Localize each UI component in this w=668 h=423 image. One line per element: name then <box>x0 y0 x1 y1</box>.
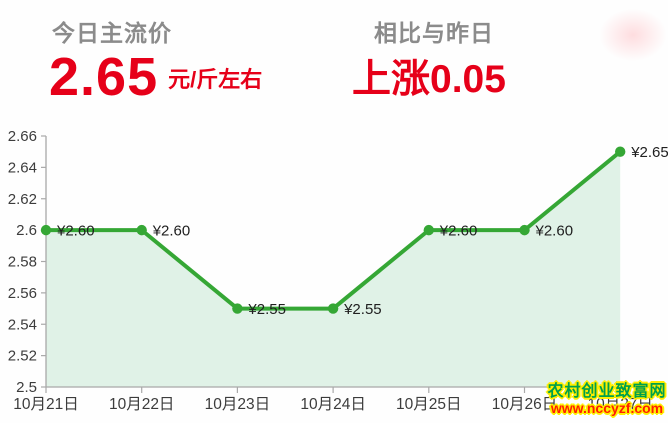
x-axis-tick-label: 10月22日 <box>109 396 174 413</box>
data-point <box>40 224 52 236</box>
today-price-block: 今日主流价 2.65 元/斤左右 <box>49 14 262 107</box>
watermark: 农村创业致富网 www.nccyzf.com <box>544 383 668 416</box>
y-axis-tick-label: 2.58 <box>8 254 37 271</box>
x-axis-tick-label: 10月25日 <box>396 396 461 413</box>
compare-yesterday-block: 相比与昨日 上涨0.05 <box>352 14 506 101</box>
data-point-label: ¥2.65 <box>630 144 668 161</box>
data-point <box>327 303 339 314</box>
data-point <box>232 303 243 314</box>
data-point <box>519 224 530 236</box>
data-point <box>615 146 626 157</box>
y-axis-tick-label: 2.5 <box>16 379 37 396</box>
price-change-value: 上涨0.05 <box>352 58 506 101</box>
data-point-label: ¥2.60 <box>535 223 574 240</box>
price-header: 今日主流价 2.65 元/斤左右 相比与昨日 上涨0.05 <box>0 0 668 115</box>
data-point-label: ¥2.55 <box>247 301 286 318</box>
today-price-row: 2.65 元/斤左右 <box>49 46 369 108</box>
x-axis-tick-label: 10月23日 <box>205 396 270 413</box>
x-axis-tick-label: 10月27日 <box>587 396 652 413</box>
y-axis-tick-label: 2.54 <box>8 316 37 333</box>
y-axis-tick-label: 2.6 <box>16 222 37 239</box>
today-price-label: 今日主流价 <box>52 20 172 46</box>
data-point <box>136 224 147 236</box>
today-price-unit: 元/斤左右 <box>168 67 263 92</box>
watermark-site-name: 农村创业致富网 <box>547 383 667 400</box>
data-point <box>423 224 434 236</box>
data-point-label: ¥2.60 <box>439 223 478 240</box>
x-axis-tick-label: 10月26日 <box>492 396 557 413</box>
y-axis-tick-label: 2.66 <box>8 128 37 145</box>
area-fill <box>46 151 621 387</box>
compare-yesterday-label: 相比与昨日 <box>374 20 494 46</box>
x-axis-tick-label: 10月21日 <box>13 396 78 413</box>
y-axis-tick-label: 2.52 <box>8 348 37 365</box>
x-axis-tick-label: 10月24日 <box>300 396 365 413</box>
data-point-label: ¥2.55 <box>343 301 382 318</box>
y-axis-tick-label: 2.62 <box>8 191 37 208</box>
data-point-label: ¥2.60 <box>56 223 95 240</box>
y-axis-tick-label: 2.64 <box>8 159 37 176</box>
y-axis-tick-label: 2.56 <box>8 285 37 302</box>
watermark-site-url: www.nccyzf.com <box>550 399 664 416</box>
data-point-label: ¥2.60 <box>152 223 191 240</box>
today-price-value: 2.65 <box>49 47 159 107</box>
